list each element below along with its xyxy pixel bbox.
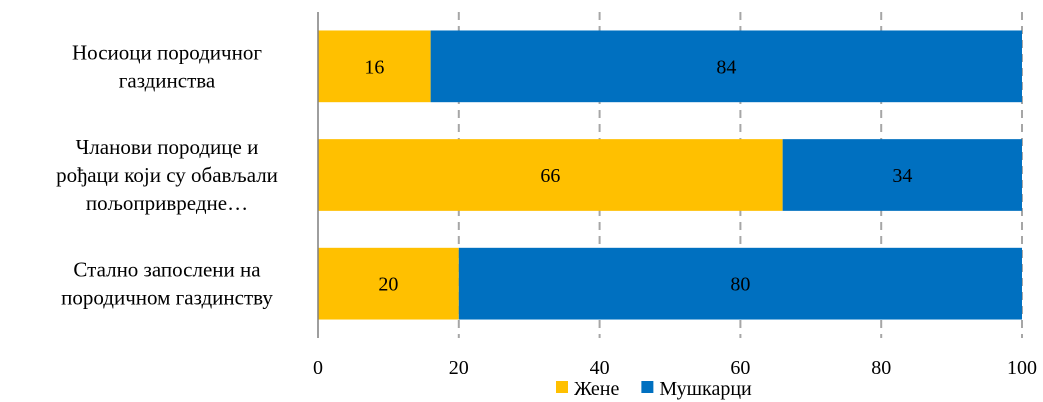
bar-segment [318,139,783,211]
bar-segment [782,139,1022,211]
data-label: 84 [716,56,736,78]
data-label: 34 [892,165,912,187]
legend-label: Жене [574,378,619,400]
bars: 16 84 66 34 20 80 [318,30,1022,320]
bar-segment [430,30,1022,103]
tick-labels: 0 20 40 60 80 100 [313,357,1037,379]
category-labels: Носиоци породичног газдинства Чланови поро… [56,40,278,309]
x-tick-label: 0 [313,357,323,379]
x-tick-label: 20 [449,357,469,379]
bar-segment [458,247,1022,320]
x-tick-label: 40 [590,357,610,379]
bar-segment [318,30,431,103]
category-label: Носиоци породичног газдинства [72,40,262,92]
data-label: 16 [364,56,384,78]
category-label: Стално запослени на породичном газдинству [61,258,273,310]
legend-label: Мушкарци [659,378,752,400]
legend-swatch [556,381,568,393]
legend-swatch [641,381,654,393]
bar-segment [318,247,459,320]
legend: Жене Мушкарци [556,378,752,400]
data-label: 66 [540,165,560,187]
category-label: Чланови породице и рођаци који су обављал… [56,135,278,215]
x-tick-label: 80 [871,357,891,379]
data-label: 80 [730,274,750,296]
x-tick-label: 60 [730,357,750,379]
x-tick-label: 100 [1007,357,1037,379]
data-label: 20 [378,274,398,296]
